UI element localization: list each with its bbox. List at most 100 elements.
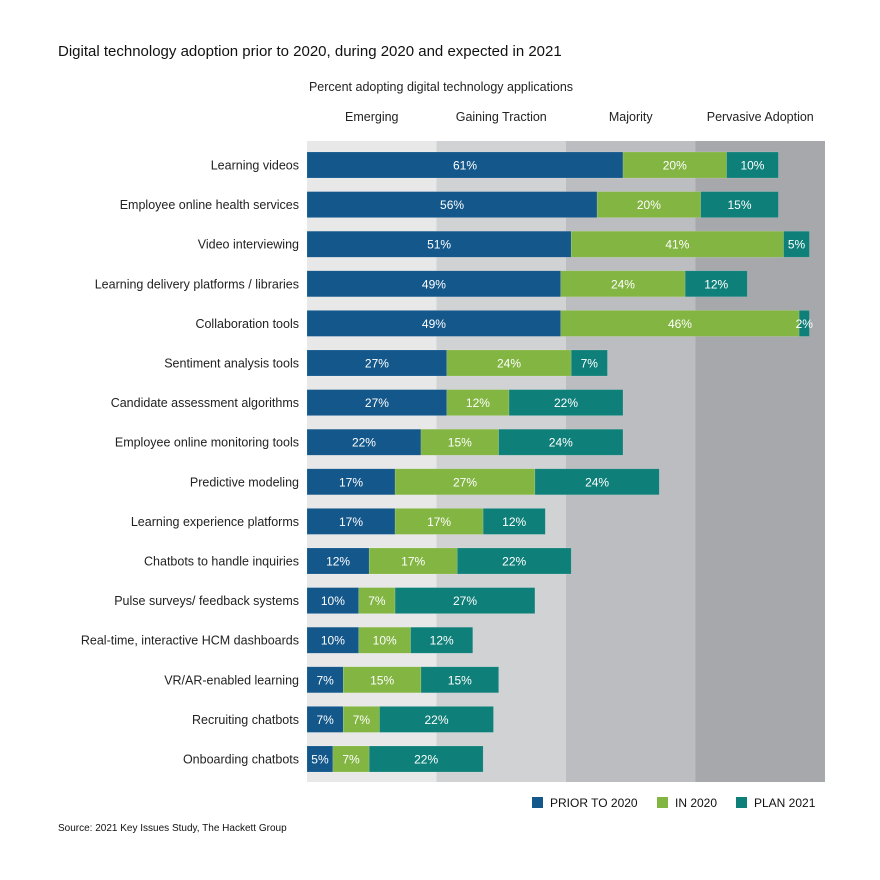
data-label: 7%: [316, 673, 334, 687]
bar-segment: [306, 310, 562, 337]
bar-segment: [306, 626, 360, 654]
band-label: Majority: [609, 110, 654, 124]
data-label: 10%: [740, 159, 764, 173]
data-label: 5%: [311, 753, 329, 767]
legend-swatch: [657, 797, 668, 808]
bar-segment: [534, 468, 660, 496]
category-label: Candidate assessment algorithms: [111, 396, 299, 410]
category-label: Learning videos: [211, 159, 299, 173]
bar-segment: [394, 587, 536, 614]
bar-segment: [783, 230, 810, 258]
bar-segment: [306, 547, 370, 575]
band-label: Gaining Traction: [456, 110, 547, 124]
legend-label: PLAN 2021: [754, 796, 816, 810]
data-label: 15%: [728, 198, 752, 212]
bar-segment: [482, 508, 546, 535]
category-label: Sentiment analysis tools: [164, 357, 299, 371]
category-label: Pulse surveys/ feedback systems: [114, 594, 299, 608]
category-label: Recruiting chatbots: [192, 713, 299, 727]
legend-swatch: [532, 797, 543, 808]
bar-segment: [306, 587, 360, 614]
category-label: Learning experience platforms: [131, 515, 299, 529]
bar-segment: [684, 270, 748, 298]
data-label: 10%: [373, 634, 397, 648]
data-label: 17%: [401, 555, 425, 569]
bar-segment: [700, 191, 779, 218]
bar-segment: [343, 706, 380, 733]
bar-segment: [596, 191, 701, 218]
data-label: 27%: [365, 396, 389, 410]
bar-segment: [508, 389, 624, 416]
legend-swatch: [736, 797, 747, 808]
bar-segment: [456, 547, 572, 575]
bar-segment: [560, 310, 800, 337]
data-label: 5%: [788, 238, 806, 252]
bar-segment: [358, 587, 396, 614]
data-label: 49%: [422, 277, 446, 291]
data-label: 12%: [466, 396, 490, 410]
data-label: 22%: [502, 555, 526, 569]
band-label: Emerging: [345, 110, 399, 124]
bar-segment: [343, 666, 422, 694]
category-label: Onboarding chatbots: [183, 753, 299, 767]
data-label: 27%: [453, 475, 477, 489]
category-label: Learning delivery platforms / libraries: [95, 277, 299, 291]
data-label: 46%: [668, 317, 692, 331]
chart-subtitle: Percent adopting digital technology appl…: [309, 80, 573, 94]
data-label: 10%: [321, 594, 345, 608]
bar-segment: [306, 508, 396, 535]
bar-segment: [394, 468, 536, 496]
category-label: Real-time, interactive HCM dashboards: [81, 634, 299, 648]
data-label: 17%: [339, 475, 363, 489]
data-label: 12%: [704, 277, 728, 291]
data-label: 15%: [448, 436, 472, 450]
category-label: Predictive modeling: [190, 475, 299, 489]
data-label: 7%: [342, 753, 360, 767]
bar-segment: [570, 349, 608, 377]
bar-segment: [560, 270, 686, 298]
data-label: 17%: [427, 515, 451, 529]
bar-segment: [368, 745, 484, 773]
bar-segment: [306, 468, 396, 496]
bar-segment: [306, 191, 598, 218]
bar-segment: [306, 389, 448, 416]
bar-segment: [306, 666, 344, 694]
category-label: VR/AR-enabled learning: [164, 673, 299, 687]
data-label: 49%: [422, 317, 446, 331]
bar-segment: [306, 270, 562, 298]
data-label: 22%: [554, 396, 578, 410]
data-label: 12%: [502, 515, 526, 529]
data-label: 2%: [796, 317, 814, 331]
data-label: 7%: [368, 594, 386, 608]
data-label: 51%: [427, 238, 451, 252]
data-label: 7%: [581, 357, 599, 371]
data-label: 17%: [339, 515, 363, 529]
data-label: 61%: [453, 159, 477, 173]
category-label: Collaboration tools: [195, 317, 299, 331]
bar-segment: [332, 745, 370, 773]
data-label: 27%: [365, 357, 389, 371]
data-label: 24%: [497, 357, 521, 371]
data-label: 56%: [440, 198, 464, 212]
bar-segment: [446, 389, 510, 416]
data-label: 24%: [611, 277, 635, 291]
data-label: 22%: [414, 753, 438, 767]
bar-segment: [306, 349, 448, 377]
bar-segment: [570, 230, 784, 258]
legend-label: IN 2020: [675, 796, 717, 810]
data-label: 12%: [430, 634, 454, 648]
bar-segment: [798, 310, 810, 337]
bar-segment: [410, 626, 474, 654]
data-label: 24%: [549, 436, 573, 450]
bar-segment: [622, 151, 727, 179]
data-label: 10%: [321, 634, 345, 648]
category-label: Video interviewing: [198, 238, 299, 252]
data-label: 22%: [424, 713, 448, 727]
bar-segment: [420, 666, 499, 694]
data-label: 27%: [453, 594, 477, 608]
legend-label: PRIOR TO 2020: [550, 796, 638, 810]
bar-segment: [358, 626, 411, 654]
data-label: 41%: [665, 238, 689, 252]
